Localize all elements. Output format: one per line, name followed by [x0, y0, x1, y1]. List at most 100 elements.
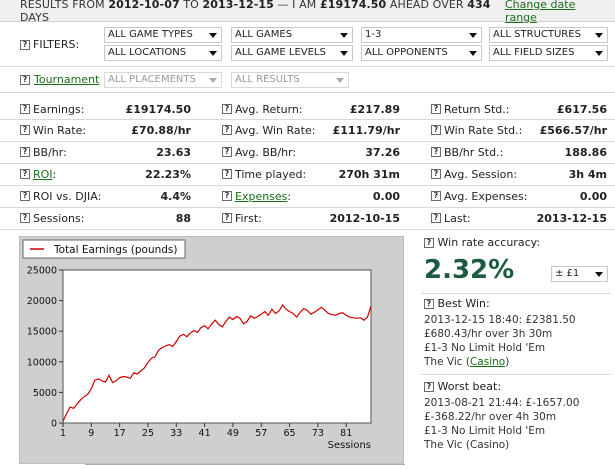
stat-bb-hr-std: ? BB/hr Std.: 188.86 — [431, 143, 607, 161]
x-tick-label: 65 — [284, 428, 296, 439]
help-icon[interactable]: ? — [431, 169, 441, 179]
stat-expenses: ? Expenses:0.00 — [222, 187, 400, 205]
stat-avg-expenses: ? Avg. Expenses: 0.00 — [431, 187, 607, 205]
placements-select[interactable]: ALL PLACEMENTS — [104, 72, 222, 88]
stat-sessions: ? Sessions: 88 — [20, 209, 191, 227]
help-icon[interactable]: ? — [20, 74, 30, 85]
roi-link[interactable]: ROI — [33, 167, 53, 181]
y-tick-label: 15000 — [27, 327, 57, 338]
tournament-filter-label: ? Tournament: — [20, 73, 107, 86]
help-icon[interactable]: ? — [431, 125, 441, 135]
win-rate-accuracy-header: ? Win rate accuracy: — [424, 236, 540, 249]
help-icon[interactable]: ? — [20, 169, 30, 179]
games-select[interactable]: ALL GAMES — [231, 27, 353, 43]
help-icon[interactable]: ? — [424, 382, 434, 392]
days-count: 434 — [467, 0, 491, 11]
stat-return-std: ? Return Std.: £617.56 — [431, 100, 607, 118]
stat-bb-hr: ? BB/hr: 23.63 — [20, 143, 191, 161]
help-icon[interactable]: ? — [20, 191, 30, 201]
help-icon[interactable]: ? — [20, 39, 30, 50]
worst-beat-line: £1-3 No Limit Hold 'Em — [424, 425, 546, 437]
stat-roi-djia: ? ROI vs. DJIA: 4.4% — [20, 187, 191, 205]
help-icon[interactable]: ? — [431, 104, 441, 114]
help-icon[interactable]: ? — [222, 169, 232, 179]
help-icon[interactable]: ? — [222, 191, 232, 201]
chevron-down-icon — [209, 33, 217, 38]
plot-area — [62, 269, 372, 424]
stat-avg-win-rate: ? Avg. Win Rate: £111.79/hr — [222, 121, 400, 139]
help-icon[interactable]: ? — [20, 147, 30, 157]
x-tick-label: 73 — [312, 428, 324, 439]
x-tick-label: 49 — [227, 428, 239, 439]
best-win-header: ? Best Win: — [424, 297, 490, 310]
opponents-select[interactable]: ALL OPPONENTS — [361, 45, 482, 61]
x-tick-label: 57 — [255, 428, 267, 439]
divider — [421, 293, 611, 294]
help-icon[interactable]: ? — [222, 213, 232, 223]
tournament-link[interactable]: Tournament — [34, 73, 100, 86]
change-date-range-link[interactable]: Change date range — [504, 0, 576, 24]
x-tick-label: 25 — [142, 428, 154, 439]
divider — [0, 207, 615, 208]
help-icon[interactable]: ? — [222, 104, 232, 114]
casino-link[interactable]: Casino — [469, 356, 506, 368]
legend-label: Total Earnings (pounds) — [53, 244, 178, 256]
series-line — [62, 303, 372, 422]
ahead-amount: £19174.50 — [319, 0, 387, 11]
chevron-down-icon — [336, 78, 344, 83]
y-tick-label: 0 — [51, 419, 57, 430]
expenses-link[interactable]: Expenses — [235, 189, 288, 203]
chevron-down-icon — [209, 78, 217, 83]
divider — [85, 464, 405, 465]
stat-avg-session: ? Avg. Session: 3h 4m — [431, 165, 607, 183]
x-tick-label: 17 — [114, 428, 126, 439]
results-summary-bar: RESULTS FROM 2012-10-07 TO 2013-12-15 — … — [0, 0, 615, 24]
y-tick-label: 5000 — [33, 388, 57, 399]
date-from: 2012-10-07 — [108, 0, 180, 11]
earnings-chart: 0 5000 10000 15000 20000 25000 1 9 17 25 33 41 49 57 6… — [19, 236, 404, 464]
x-axis-label: Sessions — [328, 440, 371, 451]
stat-avg-return: ? Avg. Return: £217.89 — [222, 100, 400, 118]
x-tick-label: 33 — [170, 428, 182, 439]
chevron-down-icon — [595, 51, 603, 56]
chevron-down-icon — [340, 33, 348, 38]
help-icon[interactable]: ? — [20, 104, 30, 114]
help-icon[interactable]: ? — [431, 191, 441, 201]
help-icon[interactable]: ? — [20, 125, 30, 135]
game-types-select[interactable]: ALL GAME TYPES — [104, 27, 222, 43]
best-win-line: £1-3 No Limit Hold 'Em — [424, 342, 546, 354]
divider — [421, 374, 611, 375]
divider — [0, 185, 615, 186]
worst-beat-line: 2013-08-21 21:44: £-1657.00 — [424, 397, 580, 409]
best-win-line: £680.43/hr over 3h 30m — [424, 328, 553, 340]
y-tick-label: 25000 — [27, 266, 57, 277]
date-to: 2013-12-15 — [202, 0, 274, 11]
x-tick-label: 41 — [199, 428, 211, 439]
help-icon[interactable]: ? — [424, 238, 434, 248]
stakes-select[interactable]: 1-3 — [361, 27, 482, 43]
help-icon[interactable]: ? — [431, 213, 441, 223]
structures-select[interactable]: ALL STRUCTURES — [489, 27, 608, 43]
help-icon[interactable]: ? — [20, 213, 30, 223]
stat-win-rate-std: ? Win Rate Std.: £566.57/hr — [431, 121, 607, 139]
help-icon[interactable]: ? — [222, 147, 232, 157]
help-icon[interactable]: ? — [431, 147, 441, 157]
help-icon[interactable]: ? — [424, 299, 434, 309]
results-select[interactable]: ALL RESULTS — [231, 72, 349, 88]
accuracy-unit-select[interactable]: ± £1 — [551, 266, 608, 282]
chevron-down-icon — [340, 51, 348, 56]
game-levels-select[interactable]: ALL GAME LEVELS — [231, 45, 353, 61]
worst-beat-header: ? Worst beat: — [424, 380, 501, 393]
stat-roi: ? ROI:22.23% — [20, 165, 191, 183]
chevron-down-icon — [595, 272, 603, 277]
stat-win-rate: ? Win Rate: £70.88/hr — [20, 121, 191, 139]
chevron-down-icon — [595, 33, 603, 38]
help-icon[interactable]: ? — [222, 125, 232, 135]
divider — [0, 66, 615, 67]
results-summary: RESULTS FROM 2012-10-07 TO 2013-12-15 — … — [20, 0, 505, 24]
divider — [0, 163, 615, 164]
divider — [0, 119, 615, 120]
field-sizes-select[interactable]: ALL FIELD SIZES — [489, 45, 608, 61]
locations-select[interactable]: ALL LOCATIONS — [104, 45, 222, 61]
chevron-down-icon — [469, 33, 477, 38]
